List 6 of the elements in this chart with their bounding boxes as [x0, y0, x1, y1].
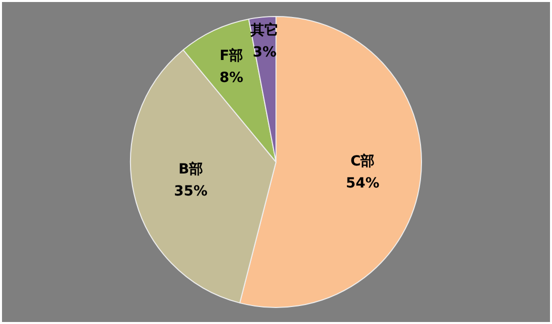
data-label: 54%: [346, 176, 380, 192]
slice-label: C部: [350, 152, 375, 170]
data-label: 35%: [174, 184, 208, 200]
slice-label: F部: [220, 46, 244, 64]
slice-label: B部: [178, 160, 204, 178]
data-label: 8%: [220, 70, 244, 86]
